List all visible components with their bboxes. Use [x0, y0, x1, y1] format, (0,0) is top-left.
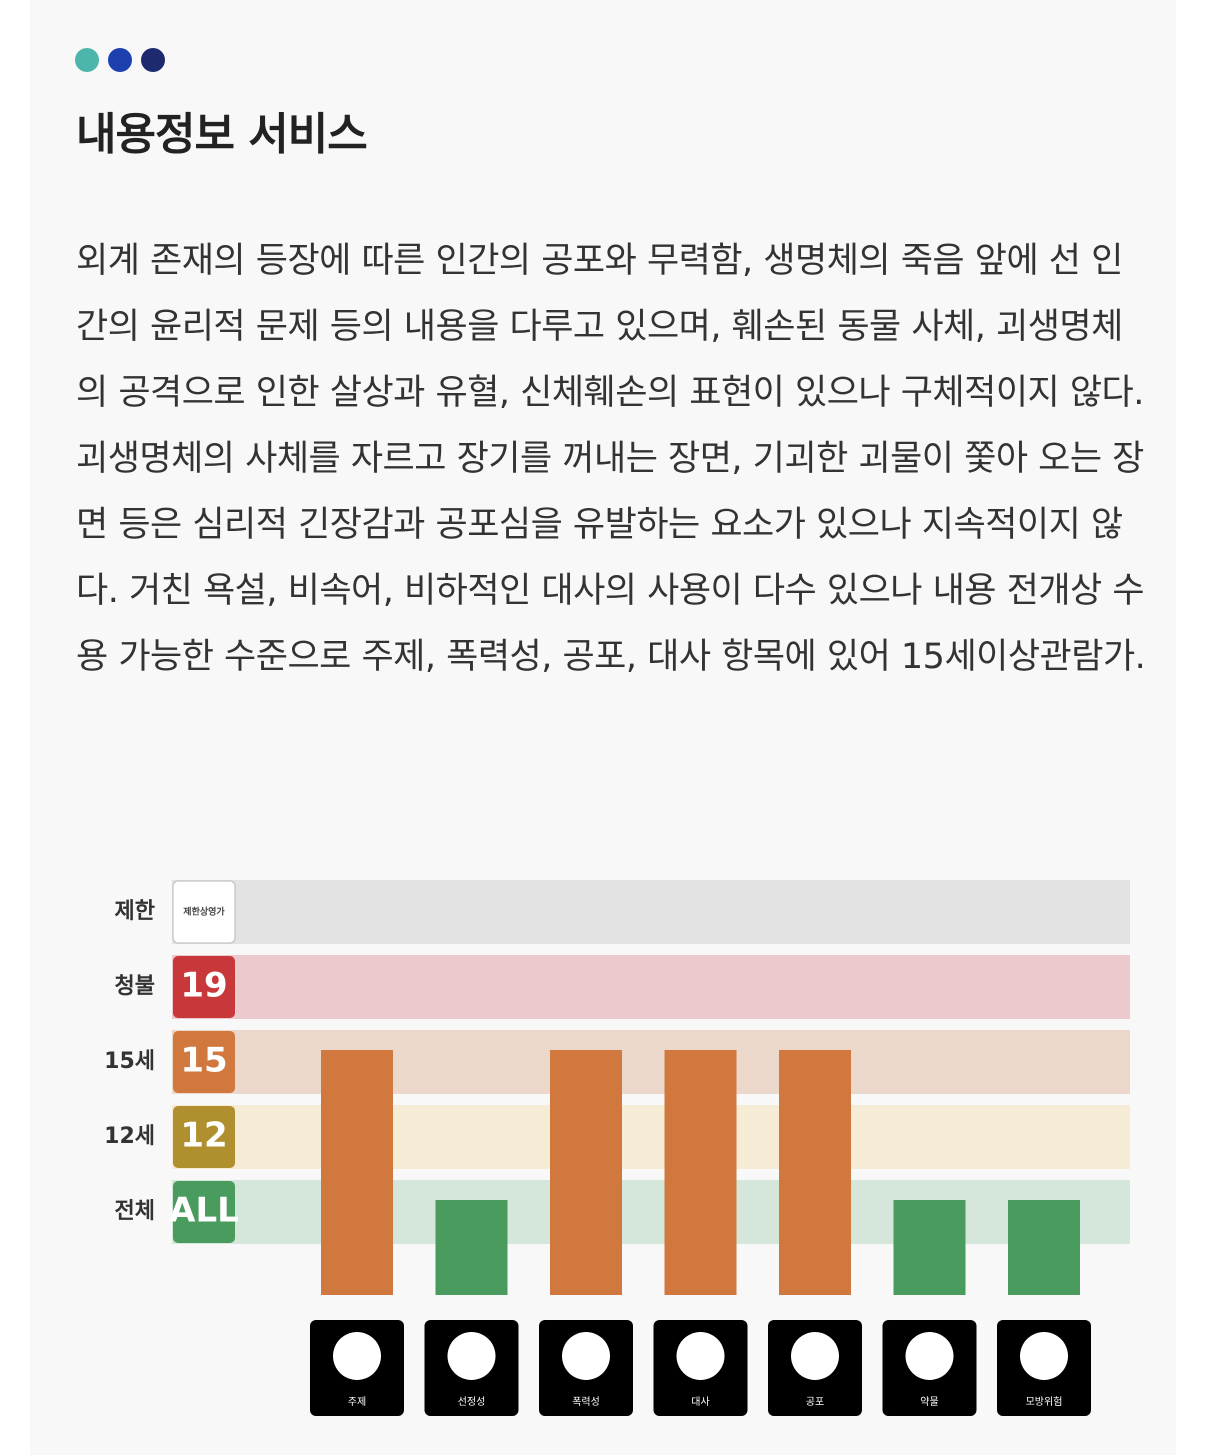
category-label: 선정성: [458, 1396, 486, 1408]
icon-glyph: [905, 1332, 954, 1380]
level-label: 청불: [115, 974, 155, 999]
icon-glyph: [562, 1332, 610, 1380]
category-label: 폭력성: [572, 1396, 600, 1408]
dot: [108, 48, 132, 72]
dot: [75, 48, 99, 72]
icon-glyph: [333, 1332, 381, 1380]
category-label: 모방위험: [1026, 1395, 1063, 1408]
category-label: 약물: [920, 1396, 938, 1408]
level-label: 전체: [115, 1199, 155, 1224]
dot: [141, 48, 165, 72]
bar: [664, 1050, 737, 1295]
level-badge: [173, 1031, 235, 1093]
icon-glyph: [447, 1332, 496, 1380]
icon-glyph: [1020, 1332, 1068, 1380]
icon-glyph: [676, 1332, 725, 1380]
level-badge-label: 15: [180, 1041, 227, 1081]
category-label: 공포: [806, 1396, 824, 1408]
category-label: 대사: [691, 1396, 709, 1408]
bar: [1008, 1200, 1080, 1295]
level-badge-label: 제한상영가: [183, 906, 225, 918]
level-badge-label: 19: [180, 966, 227, 1006]
title: 내용정보 서비스: [76, 109, 368, 160]
level-band: [172, 1030, 1130, 1094]
description: 외계 존재의 등장에 따른 인간의 공포와 무력함, 생명체의 죽음 앞에 선 …: [76, 241, 1146, 677]
category-label: 주제: [348, 1396, 366, 1408]
level-badge: [173, 956, 235, 1018]
level-band: [172, 1180, 1130, 1244]
level-label: 12세: [104, 1124, 155, 1149]
bar: [550, 1050, 622, 1295]
icon-glyph: [791, 1332, 839, 1380]
bar: [435, 1200, 508, 1295]
level-band: [172, 955, 1130, 1019]
bar: [779, 1050, 851, 1295]
level-label: 15세: [104, 1049, 155, 1074]
level-badge-label: 12: [180, 1116, 227, 1156]
level-band: [172, 880, 1130, 944]
bar: [893, 1200, 966, 1295]
level-badge: [173, 1106, 235, 1168]
level-band: [172, 1105, 1130, 1169]
level-badge: [173, 1181, 235, 1243]
level-badge-label: ALL: [169, 1191, 239, 1231]
level-label: 제한: [115, 899, 155, 924]
level-badge: [172, 880, 236, 944]
bar: [321, 1050, 393, 1295]
